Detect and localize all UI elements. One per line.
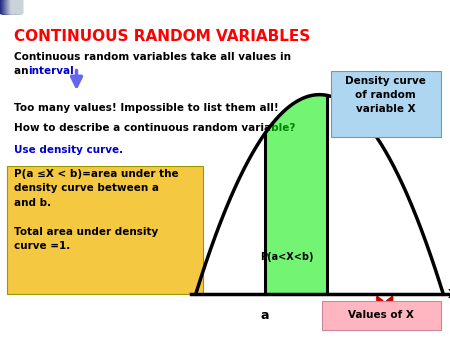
Bar bbox=[2, 0, 13, 13]
Bar bbox=[0, 0, 11, 13]
Text: Values of X: Values of X bbox=[348, 310, 414, 320]
Bar bbox=[10, 0, 21, 13]
Bar bbox=[5, 0, 16, 13]
Text: Too many values! Impossible to list them all!: Too many values! Impossible to list them… bbox=[14, 103, 278, 113]
Bar bbox=[10, 0, 22, 13]
Bar bbox=[9, 0, 20, 13]
Bar bbox=[1, 0, 13, 13]
Bar bbox=[1, 0, 12, 13]
Text: an: an bbox=[14, 66, 32, 76]
Bar bbox=[1, 0, 13, 13]
Bar bbox=[2, 0, 13, 13]
Bar bbox=[2, 0, 13, 13]
Bar bbox=[4, 0, 15, 13]
Polygon shape bbox=[265, 95, 327, 294]
Bar bbox=[7, 0, 18, 13]
Text: P(a<X<b): P(a<X<b) bbox=[260, 252, 314, 262]
Bar bbox=[0, 0, 12, 13]
Text: X: X bbox=[448, 288, 450, 300]
Bar bbox=[6, 0, 17, 13]
Bar bbox=[9, 0, 21, 13]
Bar bbox=[3, 0, 14, 13]
Bar bbox=[7, 0, 18, 13]
Bar bbox=[5, 0, 16, 13]
Bar bbox=[11, 0, 22, 13]
Text: Use density curve.: Use density curve. bbox=[14, 145, 122, 155]
Text: Density curve
of random
variable X: Density curve of random variable X bbox=[346, 76, 426, 114]
Bar bbox=[9, 0, 20, 13]
Bar bbox=[4, 0, 16, 13]
Bar bbox=[5, 0, 17, 13]
Bar bbox=[4, 0, 14, 13]
Bar bbox=[5, 0, 17, 13]
Text: interval: interval bbox=[28, 66, 74, 76]
Bar bbox=[3, 0, 14, 13]
Text: CONTINUOUS RANDOM VARIABLES: CONTINUOUS RANDOM VARIABLES bbox=[14, 29, 310, 44]
Bar bbox=[8, 0, 19, 13]
Text: How to describe a continuous random variable?: How to describe a continuous random vari… bbox=[14, 123, 295, 134]
Bar bbox=[7, 0, 18, 13]
Bar bbox=[10, 0, 22, 13]
Bar bbox=[9, 0, 20, 13]
Bar bbox=[4, 0, 15, 13]
Bar bbox=[3, 0, 14, 13]
Text: P(a ≤X < b)=area under the
density curve between a
and b.

Total area under dens: P(a ≤X < b)=area under the density curve… bbox=[14, 169, 178, 251]
Bar bbox=[11, 0, 22, 13]
Bar bbox=[9, 0, 21, 13]
Text: Continuous random variables take all values in: Continuous random variables take all val… bbox=[14, 52, 291, 63]
Text: b: b bbox=[323, 309, 331, 322]
FancyBboxPatch shape bbox=[331, 71, 441, 137]
Bar bbox=[0, 0, 12, 13]
FancyBboxPatch shape bbox=[322, 301, 441, 330]
Text: a: a bbox=[261, 309, 269, 322]
Bar bbox=[8, 0, 19, 13]
FancyBboxPatch shape bbox=[7, 166, 202, 294]
Bar bbox=[6, 0, 18, 13]
Bar bbox=[4, 0, 15, 13]
Bar bbox=[6, 0, 18, 13]
Bar bbox=[8, 0, 19, 13]
